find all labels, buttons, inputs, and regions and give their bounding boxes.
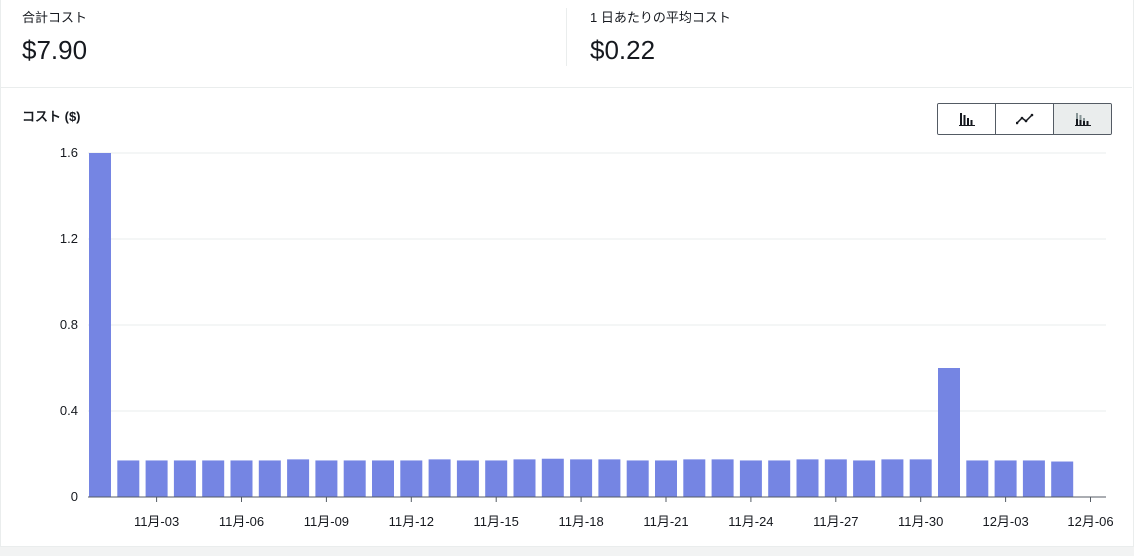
bar[interactable]	[428, 459, 451, 497]
metric-divider	[566, 8, 567, 66]
y-axis-ticks: 0 0.4 0.8 1.2 1.6	[60, 145, 78, 504]
bar[interactable]	[541, 458, 564, 497]
bar[interactable]	[683, 459, 706, 497]
bar[interactable]	[343, 460, 366, 497]
x-tick-label: 12月-03	[982, 514, 1028, 529]
y-tick-label: 0.8	[60, 317, 78, 332]
bar[interactable]	[655, 460, 677, 497]
bar[interactable]	[513, 459, 536, 497]
total-cost-metric: 合計コスト $7.90	[22, 10, 87, 64]
bar[interactable]	[372, 460, 394, 497]
bar[interactable]	[202, 460, 225, 497]
bars	[89, 153, 1074, 497]
bar[interactable]	[230, 460, 253, 497]
x-tick-label: 11月-18	[558, 514, 603, 529]
bar[interactable]	[768, 460, 791, 497]
y-tick-label: 0	[71, 489, 78, 504]
bar[interactable]	[598, 459, 621, 497]
line-chart-button[interactable]	[996, 104, 1054, 134]
bar[interactable]	[796, 459, 819, 497]
bar[interactable]	[626, 460, 649, 497]
summary-section: 合計コスト $7.90 1 日あたりの平均コスト $0.22	[0, 0, 1132, 88]
bar[interactable]	[173, 460, 196, 497]
chart-type-toggle	[937, 103, 1112, 135]
x-tick-label: 11月-15	[474, 514, 519, 529]
total-cost-label: 合計コスト	[22, 10, 88, 25]
bar[interactable]	[739, 460, 762, 497]
x-tick-label: 11月-09	[304, 514, 349, 529]
bar[interactable]	[881, 459, 904, 497]
x-tick-label: 11月-06	[219, 514, 264, 529]
bar-chart-icon	[958, 112, 975, 126]
y-tick-label: 1.2	[60, 231, 78, 246]
x-axis-ticks: 11月-03 11月-06 11月-09 11月-12 11月-15 11月-18 11月-…	[134, 497, 1114, 529]
bar[interactable]	[994, 460, 1017, 497]
x-tick-label: 12月-06	[1067, 514, 1113, 529]
x-tick-label: 11月-12	[389, 514, 434, 529]
y-tick-label: 0.4	[60, 403, 78, 418]
bar[interactable]	[287, 459, 310, 497]
bar[interactable]	[485, 460, 508, 497]
bar[interactable]	[456, 460, 479, 497]
bar[interactable]	[89, 153, 111, 497]
average-cost-label: 1 日あたりの平均コスト	[590, 10, 731, 25]
total-cost-value: $7.90	[22, 35, 88, 65]
bar[interactable]	[909, 459, 932, 497]
bar[interactable]	[853, 460, 876, 497]
bar-chart-button[interactable]	[938, 104, 996, 134]
bar[interactable]	[315, 460, 338, 497]
average-cost-value: $0.22	[590, 35, 656, 65]
average-cost-metric: 1 日あたりの平均コスト $0.22	[590, 10, 731, 64]
stacked-bar-chart-icon	[1074, 112, 1091, 126]
bar[interactable]	[966, 460, 989, 497]
bar[interactable]	[570, 459, 593, 497]
x-tick-label: 11月-03	[134, 514, 179, 529]
x-tick-label: 11月-27	[813, 514, 858, 529]
y-tick-label: 1.6	[60, 145, 78, 160]
bar[interactable]	[1051, 461, 1074, 497]
bar[interactable]	[938, 368, 960, 497]
bar[interactable]	[145, 460, 168, 497]
x-tick-label: 11月-30	[898, 514, 943, 529]
x-tick-label: 11月-24	[728, 514, 773, 529]
panel-footer	[0, 546, 1134, 556]
stacked-bar-chart-button[interactable]	[1054, 104, 1111, 134]
bar[interactable]	[117, 460, 140, 497]
bar[interactable]	[400, 460, 423, 497]
bar[interactable]	[1022, 460, 1045, 497]
chart-title: コスト ($)	[22, 109, 81, 124]
x-tick-label: 11月-21	[643, 514, 688, 529]
bar[interactable]	[824, 459, 847, 497]
bar[interactable]	[711, 459, 734, 497]
bar[interactable]	[258, 460, 281, 497]
line-chart-icon	[1015, 113, 1034, 125]
grid-lines	[88, 152, 1106, 412]
